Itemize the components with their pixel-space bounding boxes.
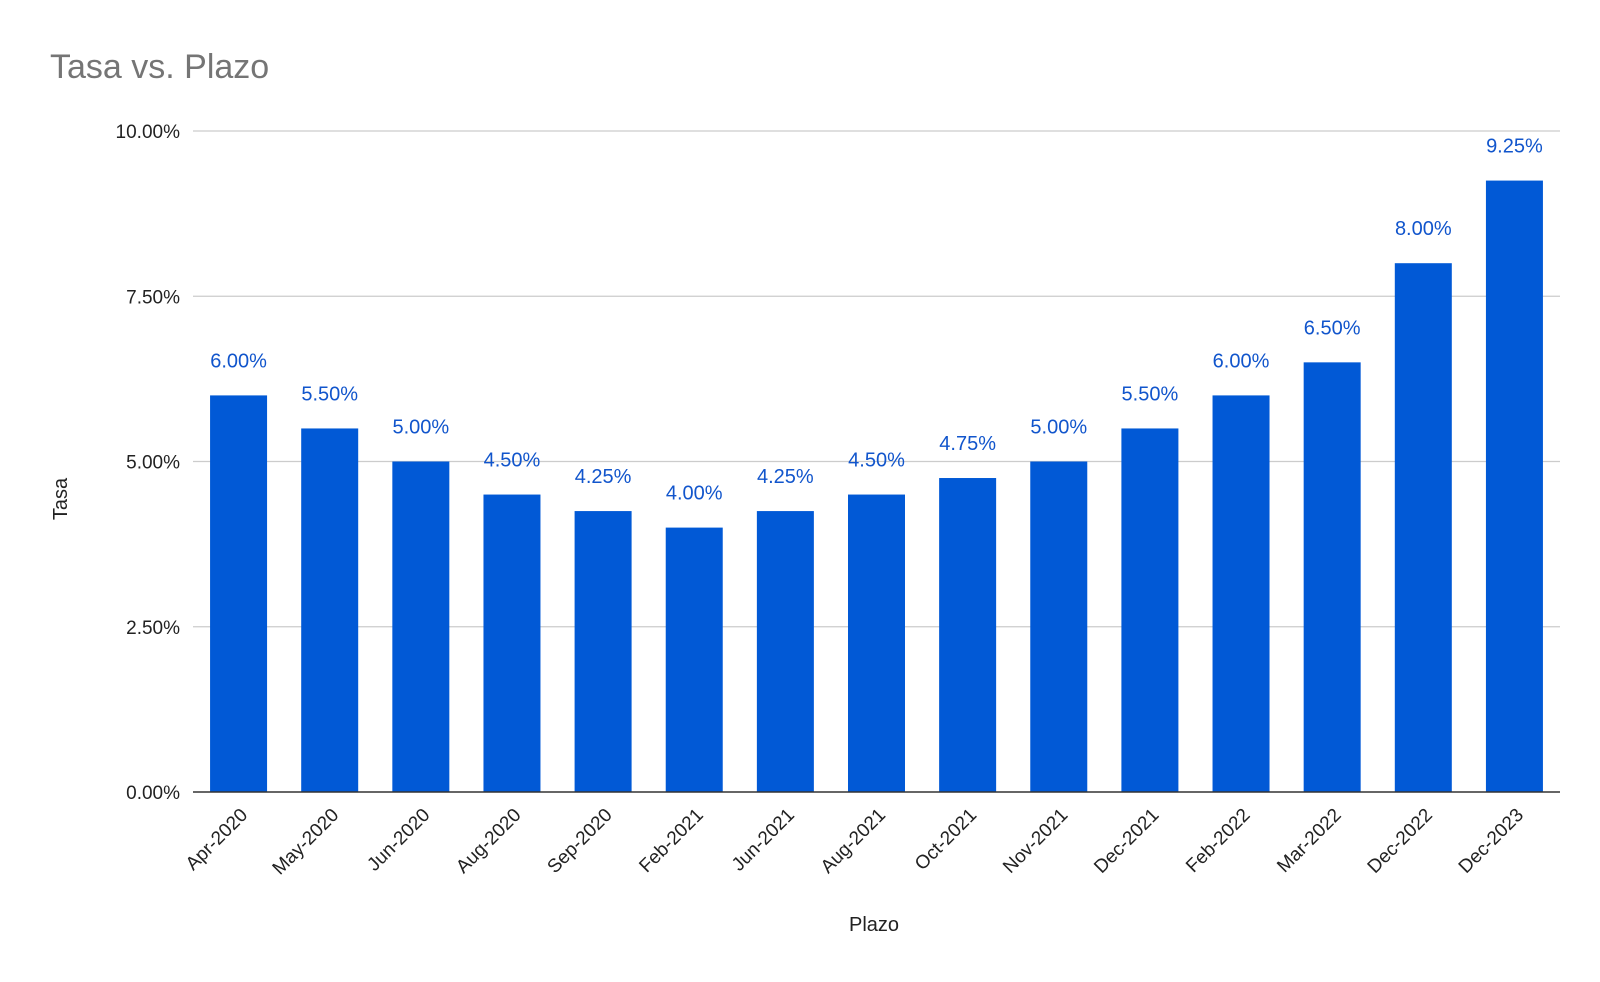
x-tick-label: Jun-2020 — [363, 805, 434, 876]
data-label: 6.50% — [1304, 317, 1361, 339]
bar — [301, 428, 359, 792]
x-tick-label: Dec-2021 — [1090, 805, 1163, 878]
x-tick-label: Dec-2023 — [1455, 805, 1528, 878]
bar — [1485, 180, 1543, 792]
x-tick-label: Sep-2020 — [544, 805, 617, 878]
x-tick-label: Mar-2022 — [1273, 805, 1345, 877]
data-label: 6.00% — [210, 350, 267, 372]
x-tick-label: Dec-2022 — [1364, 805, 1437, 878]
y-axis-tick-labels: 0.00% 2.50% 5.00% 7.50% 10.00% — [116, 122, 181, 804]
bar — [1030, 461, 1088, 792]
y-tick-label: 0.00% — [126, 783, 180, 804]
bar — [665, 527, 723, 792]
bar — [939, 478, 997, 792]
x-tick-label: Aug-2021 — [817, 805, 890, 878]
x-tick-label: May-2020 — [269, 805, 344, 880]
x-tick-label: Aug-2020 — [452, 805, 525, 878]
x-axis-tick-labels: Apr-2020 May-2020 Jun-2020 Aug-2020 Sep-2020… — [182, 805, 1528, 880]
data-label: 4.50% — [848, 450, 905, 472]
x-tick-label: Nov-2021 — [999, 805, 1072, 878]
data-label: 4.25% — [757, 466, 814, 488]
data-label: 9.25% — [1486, 136, 1543, 158]
bar — [756, 511, 814, 792]
bar — [1303, 362, 1361, 792]
chart-title: Tasa vs. Plazo — [50, 48, 269, 86]
x-tick-label: Apr-2020 — [182, 805, 252, 875]
bar — [574, 511, 632, 792]
data-label: 8.00% — [1395, 218, 1452, 240]
x-axis-title: Plazo — [849, 914, 899, 936]
bar — [392, 461, 450, 792]
data-label: 4.50% — [484, 450, 541, 472]
y-axis-title: Tasa — [50, 477, 72, 520]
y-tick-label: 10.00% — [116, 122, 181, 143]
x-tick-label: Jun-2021 — [728, 805, 799, 876]
data-label: 4.00% — [666, 483, 723, 505]
data-label: 5.00% — [392, 417, 449, 439]
y-tick-label: 2.50% — [126, 618, 180, 639]
data-label: 5.50% — [301, 383, 358, 405]
bar — [210, 395, 268, 792]
data-label: 6.00% — [1213, 350, 1270, 372]
x-tick-label: Oct-2021 — [911, 805, 981, 875]
bar — [848, 494, 905, 792]
x-tick-label: Feb-2022 — [1182, 805, 1254, 877]
bar — [483, 494, 541, 792]
data-label: 5.50% — [1122, 383, 1179, 405]
bar — [1394, 263, 1452, 792]
data-labels: 6.00% 5.50% 5.00% 4.50% 4.25% 4.00% 4.25% 4.50%… — [210, 136, 1543, 505]
data-label: 4.25% — [575, 466, 632, 488]
bar — [1212, 395, 1270, 792]
bar — [1121, 428, 1179, 792]
x-tick-label: Feb-2021 — [635, 805, 707, 877]
data-label: 4.75% — [939, 433, 996, 455]
bars — [210, 180, 1543, 792]
data-label: 5.00% — [1030, 417, 1087, 439]
y-tick-label: 7.50% — [126, 287, 180, 308]
y-tick-label: 5.00% — [126, 453, 180, 474]
